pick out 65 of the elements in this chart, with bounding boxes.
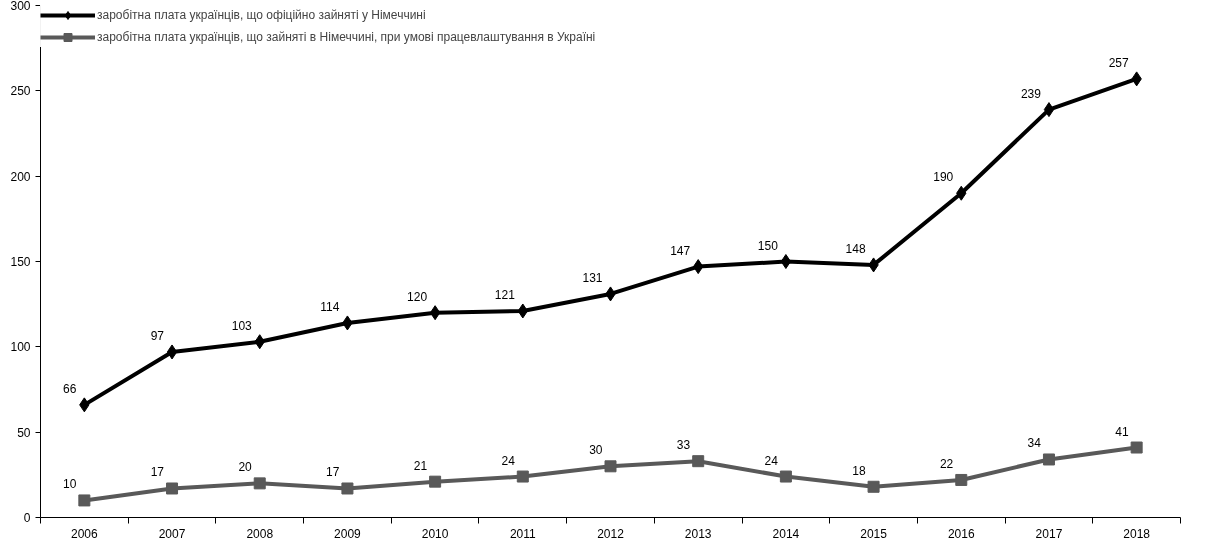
data-label: 24	[501, 453, 516, 468]
data-label: 66	[63, 381, 77, 396]
data-label: 20	[238, 460, 253, 475]
x-tick-label: 2018	[1123, 526, 1151, 541]
data-label: 33	[676, 438, 691, 453]
point	[1043, 102, 1055, 118]
point	[78, 494, 91, 507]
x-tick-label: 2012	[597, 526, 625, 541]
point	[516, 470, 529, 483]
point	[166, 482, 179, 495]
y-tick-label: 250	[10, 84, 31, 99]
y-tick-label: 0	[23, 511, 31, 525]
data-label: 17	[150, 465, 165, 480]
point	[166, 344, 178, 360]
x-tick-label: 2015	[860, 526, 888, 541]
data-label: 131	[582, 270, 603, 285]
data-label: 34	[1027, 436, 1042, 451]
point	[253, 477, 266, 490]
data-label: 190	[933, 170, 954, 185]
data-label: 17	[326, 465, 340, 480]
data-label: 97	[150, 328, 165, 343]
x-tick-label: 2017	[1035, 526, 1063, 541]
data-label: 21	[413, 458, 428, 473]
data-label: 10	[63, 477, 77, 492]
point	[955, 473, 968, 486]
data-label: 22	[939, 456, 954, 471]
x-tick-label: 2010	[421, 526, 449, 541]
data-label: 147	[670, 243, 691, 258]
point	[780, 254, 792, 269]
data-label: 121	[494, 287, 516, 302]
data-label: 239	[1020, 86, 1042, 101]
data-label: 257	[1108, 55, 1129, 70]
data-label: 24	[764, 453, 779, 468]
point	[429, 475, 442, 488]
data-label: 148	[845, 241, 866, 256]
x-tick-label: 2013	[684, 526, 712, 541]
legend-label: заробітна плата українців, що зайняті в Німеччині, при умові працевлаштування в Україні	[97, 30, 596, 44]
x-tick-label: 2014	[772, 526, 800, 541]
point	[604, 460, 617, 473]
x-tick-label: 2007	[158, 526, 186, 541]
data-label: 103	[231, 318, 253, 333]
x-tick-label: 2011	[509, 526, 537, 541]
data-label: 18	[852, 463, 866, 478]
point	[692, 455, 705, 468]
data-label: 30	[589, 443, 603, 458]
y-tick-label: 100	[10, 340, 31, 355]
x-tick-label: 2016	[947, 526, 975, 541]
data-label: 120	[407, 289, 428, 304]
point	[867, 480, 880, 493]
y-tick-label: 200	[10, 169, 31, 184]
y-tick-label: 150	[10, 255, 31, 269]
point	[341, 482, 354, 495]
data-label: 114	[320, 299, 340, 314]
point	[1042, 453, 1055, 466]
y-tick-label: 50	[17, 425, 31, 440]
x-tick-label: 2009	[334, 526, 362, 541]
data-label: 150	[757, 238, 779, 253]
legend-label: заробітна плата українців, що офіційно зайняті у Німеччині	[97, 8, 426, 22]
y-tick-label: 300	[10, 0, 31, 13]
x-tick-label: 2006	[71, 526, 99, 541]
point	[779, 470, 792, 483]
point	[1130, 441, 1143, 454]
x-tick-label: 2008	[246, 526, 274, 541]
data-label: 41	[1115, 424, 1129, 439]
point	[429, 305, 441, 321]
